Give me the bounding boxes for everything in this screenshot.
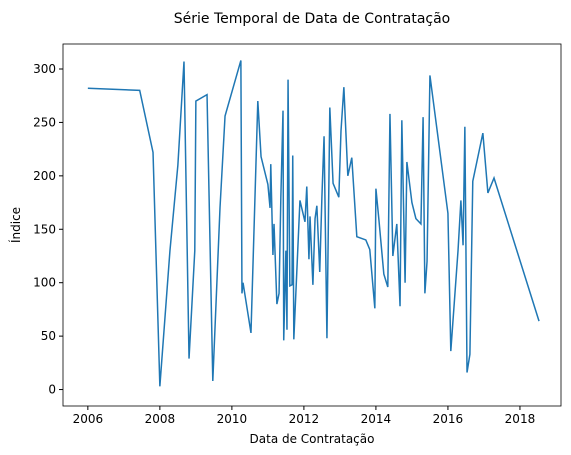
x-tick-label: 2008 bbox=[145, 412, 176, 426]
y-tick-label: 200 bbox=[33, 169, 56, 183]
plot-frame bbox=[62, 43, 562, 407]
x-axis-label: Data de Contratação bbox=[250, 432, 375, 446]
x-tick-label: 2014 bbox=[361, 412, 392, 426]
y-tick-label: 0 bbox=[48, 383, 56, 397]
x-tick-label: 2018 bbox=[505, 412, 536, 426]
y-tick-label: 250 bbox=[33, 115, 56, 129]
x-tick-label: 2012 bbox=[289, 412, 320, 426]
chart-title: Série Temporal de Data de Contratação bbox=[174, 11, 451, 27]
line-series bbox=[87, 60, 540, 387]
y-tick-label: 100 bbox=[33, 276, 56, 290]
y-tick-label: 150 bbox=[33, 222, 56, 236]
x-tick-label: 2006 bbox=[73, 412, 104, 426]
y-axis-label: Índice bbox=[8, 207, 23, 243]
x-tick-label: 2016 bbox=[433, 412, 464, 426]
y-tick-label: 300 bbox=[33, 62, 56, 76]
y-tick-label: 50 bbox=[41, 329, 56, 343]
x-tick-label: 2010 bbox=[217, 412, 248, 426]
